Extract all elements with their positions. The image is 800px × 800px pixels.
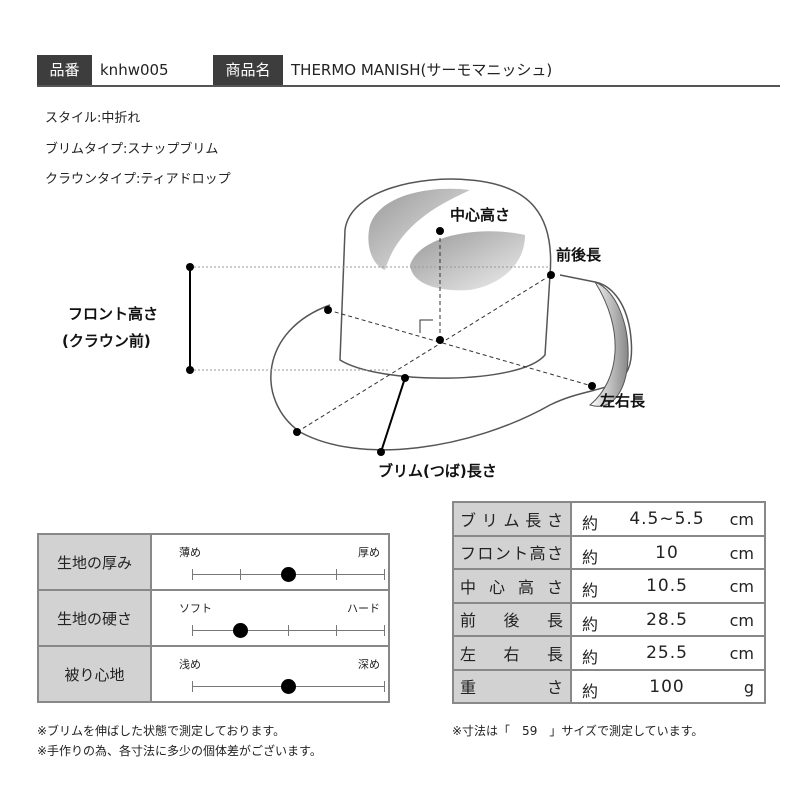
feel-label: 被り心地 <box>37 645 152 703</box>
measurement-label: 前後長 <box>452 601 572 637</box>
scale-tick <box>336 569 337 580</box>
feel-scale: 浅め 深め <box>150 645 390 703</box>
scale-tick <box>288 625 289 636</box>
measurement-unit: cm <box>729 510 754 529</box>
scale-tick <box>240 569 241 580</box>
label-brim: ブリム(つば)長さ <box>378 462 497 480</box>
crown-dent-front <box>410 231 525 291</box>
measurement-value: 28.5 <box>646 609 688 630</box>
spec-crown-type: クラウンタイプ:ティアドロップ <box>45 172 231 187</box>
scale-marker <box>281 567 296 582</box>
code-label: 品番 <box>37 55 92 85</box>
measurement-unit: cm <box>729 610 754 630</box>
spec-style: スタイル:中折れ <box>45 111 141 126</box>
feel-label: 生地の厚み <box>37 533 152 591</box>
feel-scale: 薄め 厚め <box>150 533 390 591</box>
scale-tick <box>384 681 385 692</box>
measurement-unit: cm <box>729 644 754 663</box>
note-handmade: ※手作りの為、各寸法に多少の個体差がございます。 <box>37 744 322 758</box>
measurement-label: 左右長 <box>452 635 572 671</box>
measurement-label: 重さ <box>452 668 572 704</box>
label-front-back: 前後長 <box>556 246 602 264</box>
approx-mark: 約 <box>582 648 599 667</box>
brim-side-shade <box>588 280 629 407</box>
measurement-row: ブリム長さ 約 4.5~5.5 cm <box>452 501 766 537</box>
measure-points <box>186 227 596 456</box>
measurement-unit: g <box>743 677 754 697</box>
scale-marker <box>233 623 248 638</box>
note-brim: ※ブリムを伸ばした状態で測定しております。 <box>37 724 286 738</box>
measurement-label: ブリム長さ <box>452 501 572 537</box>
measurement-label: 中心高さ <box>452 568 572 604</box>
code-value: knhw005 <box>100 61 169 79</box>
scale-max-label: 厚め <box>358 546 380 559</box>
feel-scale: ソフト ハード <box>150 589 390 647</box>
scale-tick <box>192 625 193 636</box>
measurement-value: 10.5 <box>646 576 688 596</box>
scale-min-label: ソフト <box>179 602 212 615</box>
scale-marker <box>281 679 296 694</box>
measurement-row: フロント高さ 約 10 cm <box>452 534 766 570</box>
measurement-unit: cm <box>729 543 754 563</box>
feel-row: 生地の硬さ ソフト ハード <box>37 589 390 647</box>
name-value: THERMO MANISH(サーモマニッシュ) <box>291 61 553 79</box>
measurement-row: 中心高さ 約 10.5 cm <box>452 568 766 604</box>
measurement-value: 25.5 <box>646 643 688 663</box>
scale-tick <box>384 625 385 636</box>
approx-mark: 約 <box>582 581 599 600</box>
scale-max-label: 深め <box>358 658 380 671</box>
measurement-row: 左右長 約 25.5 cm <box>452 635 766 671</box>
spec-brim-type: ブリムタイプ:スナップブリム <box>45 142 219 157</box>
label-front-height: フロント高さ <box>68 305 159 323</box>
measurement-value: 10 <box>655 542 679 563</box>
approx-mark: 約 <box>582 681 599 701</box>
label-left-right: 左右長 <box>600 392 646 410</box>
scale-tick <box>336 625 337 636</box>
scale-min-label: 浅め <box>179 658 201 671</box>
label-center-height: 中心高さ <box>450 206 511 224</box>
scale-min-label: 薄め <box>179 546 201 559</box>
crown-dent-back <box>368 188 470 270</box>
measurement-label: フロント高さ <box>452 534 572 570</box>
approx-mark: 約 <box>582 547 599 567</box>
approx-mark: 約 <box>582 614 599 634</box>
hat-diagram <box>186 178 633 456</box>
approx-mark: 約 <box>582 514 599 533</box>
label-front-height-sub: (クラウン前) <box>62 332 151 350</box>
measurement-row: 前後長 約 28.5 cm <box>452 601 766 637</box>
feel-row: 被り心地 浅め 深め <box>37 645 390 703</box>
scale-tick <box>192 569 193 580</box>
scale-tick <box>384 569 385 580</box>
measurement-value: 4.5~5.5 <box>629 509 705 529</box>
measurement-value: 100 <box>649 676 685 697</box>
feel-row: 生地の厚み 薄め 厚め <box>37 533 390 591</box>
feel-table: 生地の厚み 薄め 厚め生地の硬さ ソフト ハード被り心地 浅め 深め <box>37 533 390 703</box>
feel-label: 生地の硬さ <box>37 589 152 647</box>
measurement-unit: cm <box>729 577 754 596</box>
name-label: 商品名 <box>213 55 283 85</box>
scale-tick <box>192 681 193 692</box>
scale-max-label: ハード <box>347 602 380 615</box>
header-divider <box>37 85 780 87</box>
measurement-table: ブリム長さ 約 4.5~5.5 cm フロント高さ 約 10 cm 中心高さ 約 10.5 cm… <box>452 501 766 704</box>
measurement-row: 重さ 約 100 g <box>452 668 766 704</box>
note-size: ※寸法は「 59 」サイズで測定しています。 <box>452 724 704 738</box>
